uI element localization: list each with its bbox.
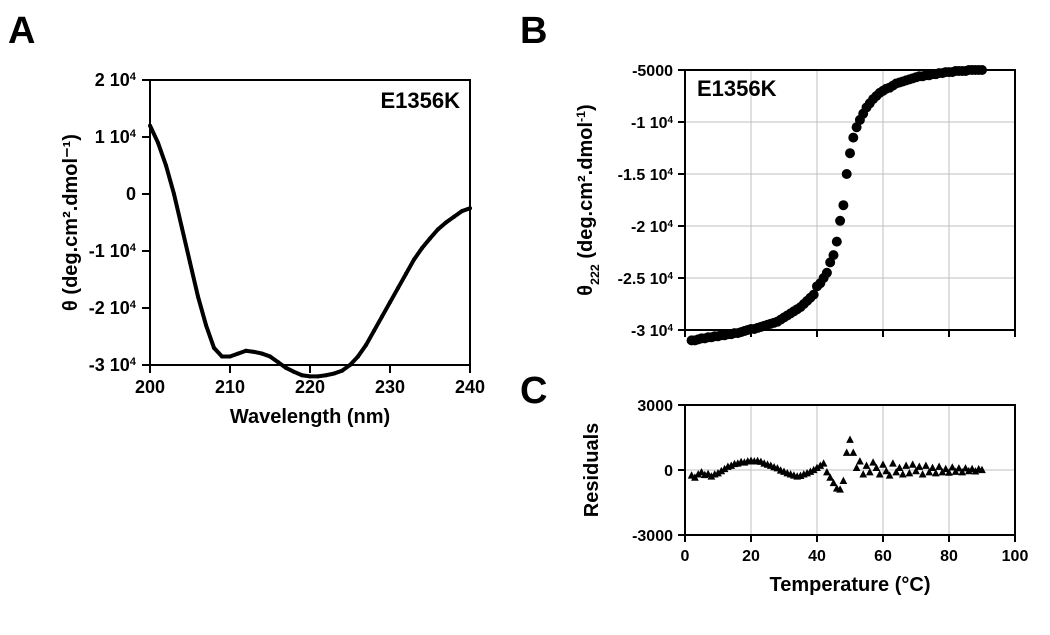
svg-text:Temperature (°C): Temperature (°C) bbox=[770, 574, 931, 596]
svg-text:20: 20 bbox=[742, 548, 760, 565]
svg-text:Wavelength (nm): Wavelength (nm) bbox=[230, 406, 390, 428]
svg-text:θ (deg.cm².dmol⁻¹): θ (deg.cm².dmol⁻¹) bbox=[60, 134, 82, 311]
svg-text:40: 40 bbox=[808, 548, 826, 565]
svg-text:240: 240 bbox=[455, 377, 485, 397]
svg-text:60: 60 bbox=[874, 548, 892, 565]
svg-text:-1.5 104: -1.5 104 bbox=[618, 167, 674, 185]
svg-text:0: 0 bbox=[664, 463, 673, 480]
svg-text:0: 0 bbox=[681, 548, 690, 565]
panel-a-chart: -3 104 -2 104 -1 104 0 1 104 2 104 200 210 220 23… bbox=[55, 50, 495, 450]
svg-text:80: 80 bbox=[940, 548, 958, 565]
svg-text:3000: 3000 bbox=[637, 398, 673, 415]
svg-text:E1356K: E1356K bbox=[380, 88, 460, 113]
svg-text:-3000: -3000 bbox=[632, 528, 673, 545]
svg-text:-2 104: -2 104 bbox=[89, 298, 137, 318]
panel-label-a: A bbox=[8, 10, 35, 53]
svg-text:-2 104: -2 104 bbox=[631, 219, 673, 237]
svg-text:2 104: 2 104 bbox=[95, 70, 137, 90]
svg-text:-1 104: -1 104 bbox=[631, 115, 673, 133]
svg-text:-1 104: -1 104 bbox=[89, 241, 137, 261]
svg-text:230: 230 bbox=[375, 377, 405, 397]
panel-label-c: C bbox=[520, 370, 547, 413]
svg-text:100: 100 bbox=[1002, 548, 1029, 565]
svg-text:-3 104: -3 104 bbox=[89, 355, 137, 375]
svg-text:-2.5 104: -2.5 104 bbox=[618, 271, 674, 289]
svg-text:-5000: -5000 bbox=[632, 63, 673, 80]
svg-text:220: 220 bbox=[295, 377, 325, 397]
panel-b-chart: -3 104 -2.5 104 -2 104 -1.5 104 -1 104 -5000 E… bbox=[570, 40, 1040, 380]
svg-text:-3 104: -3 104 bbox=[631, 323, 673, 341]
figure-root: A B C -3 104-2 104-1 10401 1042 10420021… bbox=[0, 0, 1050, 635]
panel-label-b: B bbox=[520, 10, 547, 53]
svg-text:θ222 (deg.cm².dmol-1): θ222 (deg.cm².dmol-1) bbox=[574, 104, 602, 295]
svg-text:Residuals: Residuals bbox=[581, 423, 603, 517]
panel-c-chart: -3000 0 3000 0 20 40 60 80 100 Temperature (°C) Re… bbox=[570, 390, 1040, 620]
svg-text:1 104: 1 104 bbox=[95, 127, 137, 147]
svg-text:210: 210 bbox=[215, 377, 245, 397]
svg-text:0: 0 bbox=[126, 184, 136, 204]
svg-text:200: 200 bbox=[135, 377, 165, 397]
svg-text:E1356K: E1356K bbox=[697, 76, 777, 101]
